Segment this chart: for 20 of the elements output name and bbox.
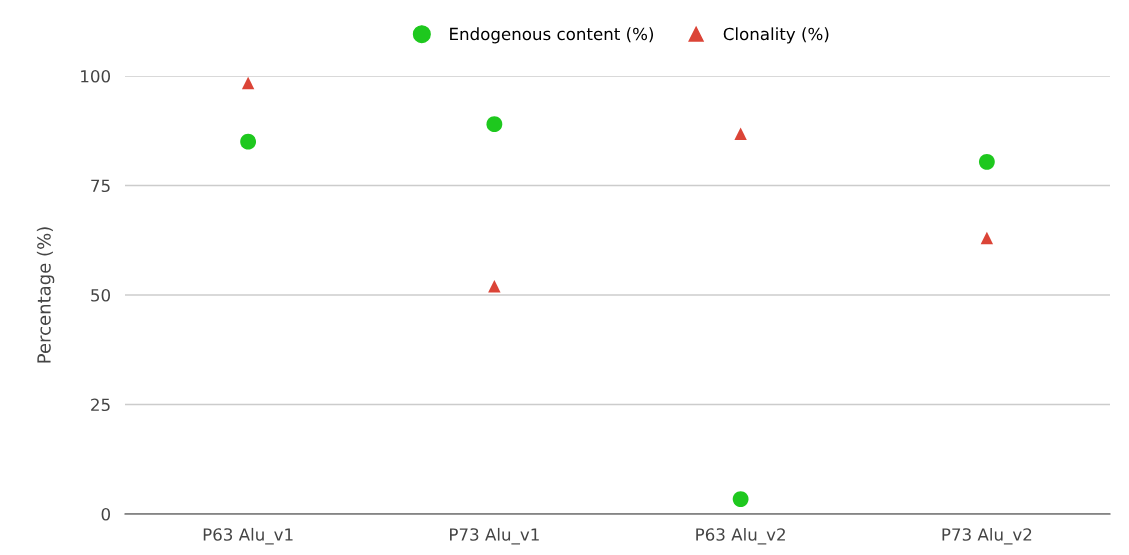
y-axis-title: Percentage (%) — [36, 227, 55, 363]
legend-label: Endogenous content (%) — [450, 27, 654, 44]
point — [486, 116, 503, 133]
x-tick-label: P73 Alu_v2 — [942, 527, 1032, 545]
y-tick-label: 25 — [91, 398, 110, 412]
x-tick-label: P73 Alu_v1 — [450, 527, 539, 545]
y-tick-label: 75 — [91, 179, 110, 193]
point — [732, 491, 749, 508]
point — [488, 280, 501, 293]
point — [734, 127, 747, 141]
y-tick-label: 100 — [81, 69, 110, 83]
point — [978, 153, 995, 170]
x-tick-label: P63 Alu_v2 — [696, 527, 785, 545]
y-tick-label: 0 — [101, 507, 110, 521]
point — [241, 76, 255, 90]
legend-label: Clonality (%) — [723, 27, 829, 44]
y-tick-label: 50 — [91, 288, 110, 302]
x-tick-label: P63 Alu_v1 — [203, 527, 293, 545]
point — [240, 133, 257, 150]
point — [980, 231, 994, 245]
